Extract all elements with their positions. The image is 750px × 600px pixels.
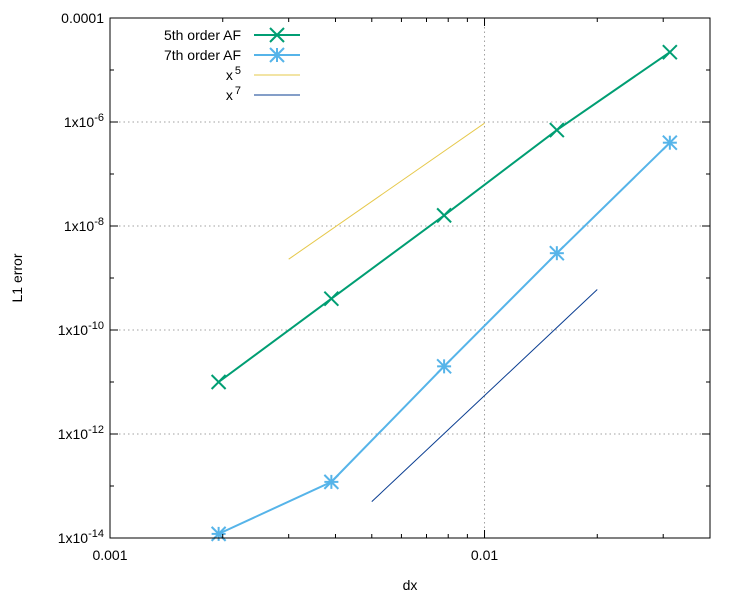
y-tick-label-exponent: -6 xyxy=(94,112,104,124)
y-tick-label-base: 1x10 xyxy=(58,426,89,442)
y-tick-label: 0.0001 xyxy=(61,10,104,26)
series-2-point xyxy=(323,474,340,490)
series-1-marker-stroke xyxy=(323,290,340,307)
y-tick-label-base: 1x10 xyxy=(58,530,89,546)
y-tick-label-exponent: -10 xyxy=(88,320,104,332)
series-4-line xyxy=(371,289,598,503)
series-2-line xyxy=(218,141,671,535)
y-tick-label: 1x10-8 xyxy=(64,216,104,234)
series-2-point xyxy=(662,134,678,151)
y-tick-label: 1x10-10 xyxy=(58,320,104,338)
x-tick-label: 0.01 xyxy=(471,547,498,563)
series-1-marker-stroke xyxy=(549,122,565,138)
series-1-marker-stroke xyxy=(662,44,678,60)
series-1 xyxy=(210,44,678,390)
legend-label-exponent: 7 xyxy=(235,85,241,97)
series-1-point xyxy=(323,290,340,307)
legend-label-exponent: 5 xyxy=(235,65,241,77)
series-1-point xyxy=(662,44,678,60)
y-tick-label-exponent: -8 xyxy=(94,216,104,228)
legend-entry: 7th order AF xyxy=(164,47,300,63)
y-tick-label-base: 1x10 xyxy=(64,114,95,130)
legend-label-text: 5th order AF xyxy=(164,27,241,43)
series-layer xyxy=(210,44,678,542)
legend-swatch-marker-stroke xyxy=(269,27,285,43)
legend-entry: 5th order AF xyxy=(164,27,300,43)
legend-label-text: x xyxy=(226,67,233,83)
y-tick-label-base: 1x10 xyxy=(64,218,95,234)
plot-frame xyxy=(109,17,711,539)
y-tick-label: 1x10-14 xyxy=(58,528,104,546)
series-1-line xyxy=(218,51,671,383)
legend-label-text: x xyxy=(226,87,233,103)
series-4 xyxy=(371,289,598,503)
series-2-point xyxy=(210,526,227,542)
legend-label: 7th order AF xyxy=(164,47,241,63)
legend-label-text: 7th order AF xyxy=(164,47,241,63)
x-tick-label: 0.001 xyxy=(92,547,127,563)
series-3 xyxy=(288,122,485,260)
y-tick-label-exponent: -12 xyxy=(88,424,104,436)
y-tick-label-exponent: -14 xyxy=(88,528,104,540)
series-2-point xyxy=(549,245,565,261)
y-tick-label-base: 1x10 xyxy=(58,322,89,338)
axis-ticks: 0.001 0.011x10-141x10-121x10-101x10-81x10… xyxy=(58,10,710,563)
series-2 xyxy=(210,134,678,542)
x-axis-label: dx xyxy=(403,577,418,593)
y-tick-label: 1x10-6 xyxy=(64,112,104,130)
y-tick-label: 1x10-12 xyxy=(58,424,104,442)
y-tick-label-base: 0.0001 xyxy=(61,10,104,26)
series-1-point xyxy=(210,374,227,390)
series-2-point xyxy=(436,358,452,375)
series-1-point xyxy=(549,122,565,138)
series-3-line xyxy=(288,122,485,260)
grid-lines xyxy=(110,18,710,538)
series-1-marker-stroke xyxy=(210,374,227,390)
y-axis-label: L1 error xyxy=(9,253,25,302)
series-1-point xyxy=(436,207,452,224)
series-1-marker-stroke xyxy=(436,207,452,224)
legend-label: 5th order AF xyxy=(164,27,241,43)
